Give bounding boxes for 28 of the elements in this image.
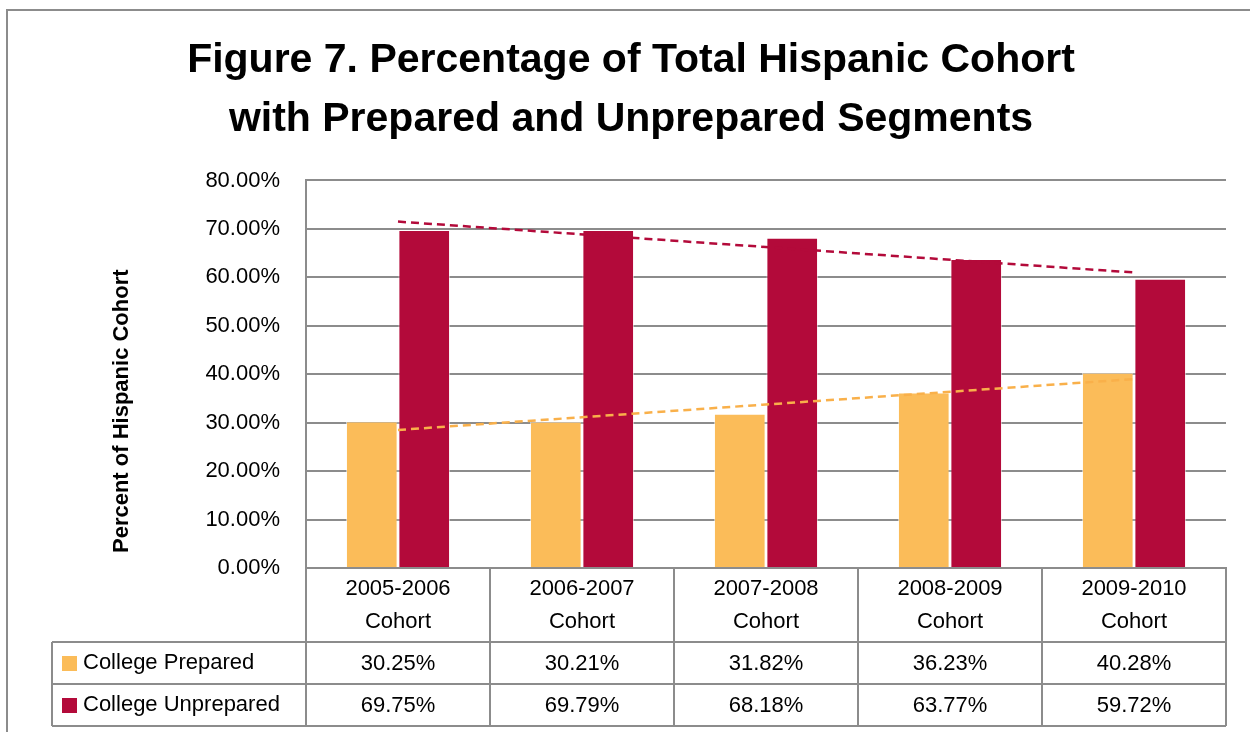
data-label: 36.23%: [912, 650, 988, 676]
y-tick-label: 40.00%: [205, 360, 280, 386]
y-tick-label: 10.00%: [205, 505, 280, 531]
data-label: 40.28%: [1096, 650, 1172, 676]
data-label: 69.79%: [544, 692, 620, 718]
x-tick-label: 2007-2008 Cohort: [713, 574, 819, 633]
data-label: 59.72%: [1096, 692, 1172, 718]
data-label: 69.75%: [360, 692, 436, 718]
legend-label: College Unprepared: [83, 691, 280, 717]
y-tick-label: 30.00%: [205, 408, 280, 434]
data-label: 30.25%: [360, 650, 436, 676]
data-label: 63.77%: [912, 692, 988, 718]
data-label: 31.82%: [728, 650, 804, 676]
y-tick-label: 20.00%: [205, 457, 280, 483]
x-tick-label: 2009-2010 Cohort: [1081, 574, 1187, 633]
x-tick-label: 2006-2007 Cohort: [529, 574, 635, 633]
y-tick-label: 70.00%: [205, 214, 280, 240]
y-tick-label: 0.00%: [217, 554, 280, 580]
legend-label: College Prepared: [83, 649, 255, 675]
y-tick-label: 60.00%: [205, 263, 280, 289]
data-label: 30.21%: [544, 650, 620, 676]
y-tick-label: 80.00%: [205, 166, 280, 192]
y-tick-label: 50.00%: [205, 311, 280, 337]
x-tick-label: 2005-2006 Cohort: [345, 574, 451, 633]
data-label: 68.18%: [728, 692, 804, 718]
chart-title: Figure 7. Percentage of Total Hispanic Cohort with Prepared and Unprepared Segments: [187, 35, 1076, 140]
y-axis-title: Percent of Hispanic Cohort: [108, 268, 134, 554]
x-tick-label: 2008-2009 Cohort: [897, 574, 1003, 633]
